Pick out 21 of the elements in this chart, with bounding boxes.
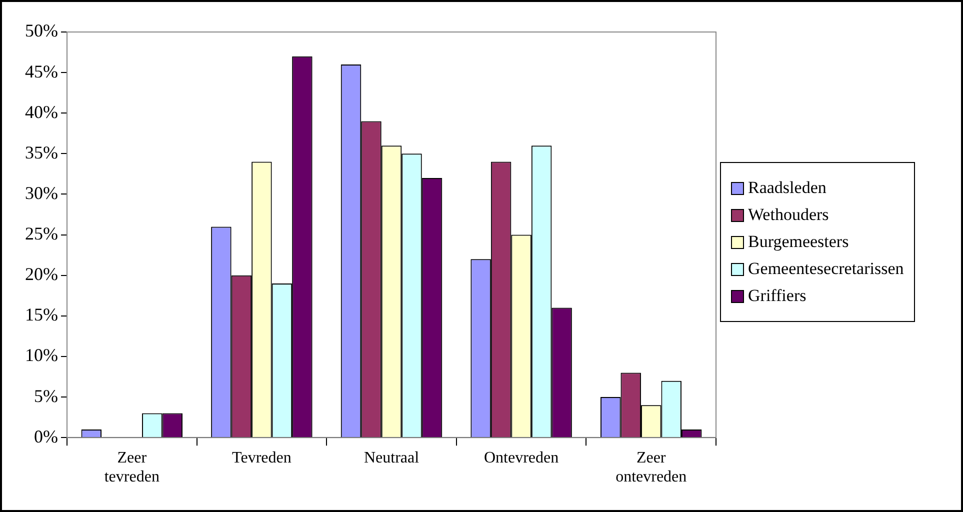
y-tick-label: 10% (24, 345, 58, 366)
x-tick-label: Zeer tevreden (104, 449, 160, 486)
y-tick-label: 45% (24, 61, 58, 82)
y-tick-label: 50% (24, 20, 58, 41)
legend-label: Gemeentesecretarissen (748, 259, 904, 279)
x-tick-label: Tevreden (232, 449, 292, 466)
y-tick-label: 35% (24, 142, 58, 162)
x-tick-label: Neutraal (364, 449, 420, 466)
y-tick-label: 20% (24, 264, 58, 284)
y-tick-label: 25% (24, 224, 58, 244)
x-tick-label: Ontevreden (484, 449, 559, 466)
y-tick-label: 15% (24, 304, 58, 325)
y-tick-label: 30% (24, 182, 58, 203)
legend-label: Raadsleden (748, 178, 826, 198)
legend-label: Wethouders (748, 205, 829, 225)
legend-label: Griffiers (748, 286, 806, 306)
y-tick-label: 0% (34, 426, 58, 446)
legend-label: Burgemeesters (748, 232, 849, 252)
x-tick-label: Zeer ontevreden (616, 449, 687, 486)
y-tick-label: 5% (34, 386, 58, 406)
y-tick-label: 40% (24, 102, 58, 122)
